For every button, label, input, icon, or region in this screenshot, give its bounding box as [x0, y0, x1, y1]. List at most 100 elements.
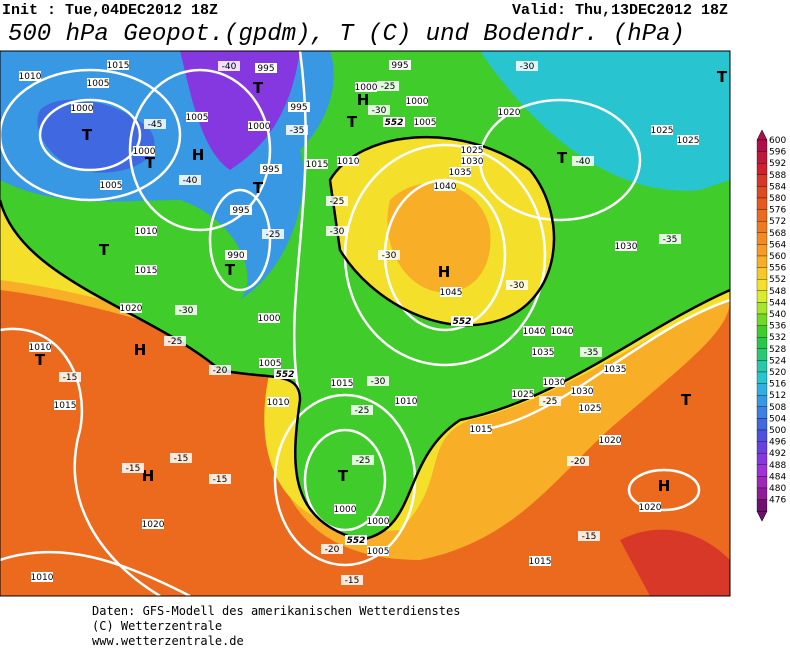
isobar-label: 1030 — [461, 157, 484, 167]
pressure-center: H — [142, 467, 155, 485]
isobar-label-box — [461, 145, 483, 155]
colorbar-label: 556 — [769, 264, 786, 274]
temperature-label-box — [144, 119, 166, 129]
pressure-center: T — [99, 241, 110, 259]
isobar-label-box — [523, 326, 545, 336]
isobar-label-box — [367, 516, 389, 526]
isobar-label-box — [120, 303, 142, 313]
colorbar-swatch — [756, 429, 768, 442]
isobar-label-box — [230, 205, 252, 215]
footer-source: Daten: GFS-Modell des amerikanischen Wet… — [92, 604, 460, 618]
colorbar-label: 488 — [769, 461, 786, 471]
height-label: 552 — [453, 317, 472, 327]
colorbar-swatch — [756, 232, 768, 245]
isobar-label-box — [259, 358, 281, 368]
isobar-label: 1005 — [100, 181, 123, 191]
temperature-label-box — [659, 234, 681, 244]
isobar-label-box — [512, 389, 534, 399]
isobar-label-box — [225, 250, 247, 260]
isobar-label: 1035 — [604, 365, 627, 375]
pressure-center: T — [681, 391, 692, 409]
colorbar-label: 592 — [769, 159, 786, 169]
colorbar-label: 540 — [769, 310, 786, 320]
temperature-label-box — [218, 61, 240, 71]
colorbar-label: 588 — [769, 171, 786, 181]
pressure-center: T — [557, 149, 568, 167]
height-label: 552 — [276, 370, 295, 380]
temperature-label: -15 — [63, 373, 78, 383]
isobar-label: 1025 — [512, 390, 535, 400]
colorbar-label: 520 — [769, 368, 786, 378]
temperature-label: -40 — [222, 62, 237, 72]
contour-552 — [0, 199, 730, 542]
temperature-label-box — [516, 61, 538, 71]
isobar-label: 1000 — [133, 147, 156, 157]
isobar-label-box — [677, 135, 699, 145]
isobar-label-box — [498, 107, 520, 117]
temperature-label-box — [367, 376, 389, 386]
isobar-label: 1000 — [355, 83, 378, 93]
colorbar-swatch — [756, 290, 768, 303]
colorbar-label: 524 — [769, 356, 786, 366]
temperature-label-box — [572, 156, 594, 166]
pressure-center: T — [347, 113, 358, 131]
isobar-label: 1045 — [440, 288, 463, 298]
isobar-label: 1020 — [498, 108, 521, 118]
colorbar-swatch — [756, 453, 768, 465]
temperature-label: -25 — [381, 82, 396, 92]
isobar-label: 1035 — [449, 168, 472, 178]
field-492 — [180, 51, 300, 170]
temperature-label: -25 — [355, 406, 370, 416]
temperature-label-box — [321, 544, 343, 554]
height-label: 552 — [385, 118, 404, 128]
temperature-label: -20 — [325, 545, 340, 555]
temperature-label: -25 — [330, 197, 345, 207]
isobar-label-box — [395, 396, 417, 406]
isobar-label: 1000 — [258, 314, 281, 324]
temperature-label-box — [377, 81, 399, 91]
warm-corner — [620, 529, 730, 596]
isobar-label-box — [248, 121, 270, 131]
isobar-label: 995 — [262, 165, 279, 175]
isobar-label: 1015 — [331, 379, 354, 389]
isobar-label: 1025 — [651, 126, 674, 136]
colorbar-swatch — [756, 487, 768, 500]
colorbar-swatch — [756, 313, 768, 326]
colorbar-swatch — [756, 371, 768, 384]
colorbar-label: 496 — [769, 438, 786, 448]
isobar-label: 1010 — [29, 343, 52, 353]
isobar-label: 1010 — [31, 573, 54, 583]
colorbar-swatch — [756, 337, 768, 349]
isobar-label-box — [440, 287, 462, 297]
height-label: 552 — [347, 536, 366, 546]
isobar-label: 1005 — [414, 118, 437, 128]
temperature-label-box — [567, 456, 589, 466]
height-label-box — [451, 316, 473, 326]
temperature-label-box — [170, 453, 192, 463]
temperature-label: -40 — [183, 176, 198, 186]
isobar-label-box — [186, 112, 208, 122]
isobar-label-box — [449, 167, 471, 177]
colorbar-swatch — [756, 325, 768, 338]
isobar-label-box — [434, 181, 456, 191]
isobar-label-box — [367, 546, 389, 556]
isobar-label: 1005 — [87, 79, 110, 89]
isobar-label-box — [306, 159, 328, 169]
isobar-label: 1010 — [135, 227, 158, 237]
isobar-label-box — [551, 326, 573, 336]
isobar-label: 1030 — [543, 378, 566, 388]
temperature-label: -25 — [356, 456, 371, 466]
isobar-label: 1000 — [406, 97, 429, 107]
colorbar-swatch — [756, 267, 768, 280]
isobar-label-box — [579, 403, 601, 413]
isobar-label: 1015 — [529, 557, 552, 567]
colorbar-label: 584 — [769, 182, 786, 192]
temperature-label-box — [506, 280, 528, 290]
isobar-label-box — [604, 364, 626, 374]
isobar-label: 1030 — [571, 387, 594, 397]
colorbar-swatch — [756, 163, 768, 175]
colorbar-label: 512 — [769, 391, 786, 401]
map-title: 500 hPa Geopot.(gpdm), T (C) und Bodendr… — [8, 21, 685, 48]
